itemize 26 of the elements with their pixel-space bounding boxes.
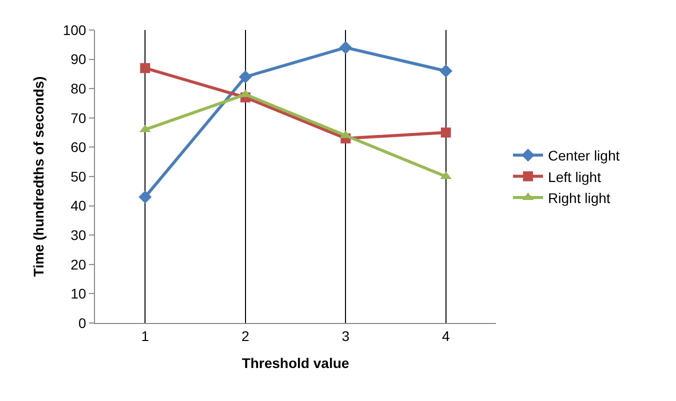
point: [440, 128, 451, 138]
y-tick-label: 60: [70, 139, 86, 156]
point: [439, 64, 452, 78]
y-tick-label: 40: [70, 198, 86, 214]
x-axis-title: Threshold value: [242, 355, 350, 372]
y-tick-label: 90: [70, 51, 86, 68]
x-tick-label: 4: [442, 328, 450, 344]
y-axis-title: Time (hundredths of seconds): [30, 76, 46, 277]
y-tick-label: 100: [62, 22, 86, 38]
y-tick-label: 20: [70, 256, 86, 272]
y-tick-label: 30: [70, 227, 86, 243]
x-tick-label: 1: [141, 328, 150, 344]
x-tick-label: 3: [342, 328, 350, 344]
point: [238, 70, 252, 84]
point: [140, 63, 150, 74]
legend-label: Center light: [548, 148, 620, 164]
legend-label: Left light: [548, 168, 602, 185]
point: [339, 41, 352, 54]
y-tick-label: 0: [78, 314, 86, 331]
point: [138, 190, 152, 204]
y-tick-label: 80: [70, 80, 86, 96]
legend-label: Right light: [548, 190, 610, 206]
x-tick-label: 2: [241, 328, 250, 344]
y-tick-label: 50: [70, 168, 86, 184]
y-tick-label: 10: [70, 286, 86, 302]
y-tick-label: 70: [70, 110, 86, 126]
